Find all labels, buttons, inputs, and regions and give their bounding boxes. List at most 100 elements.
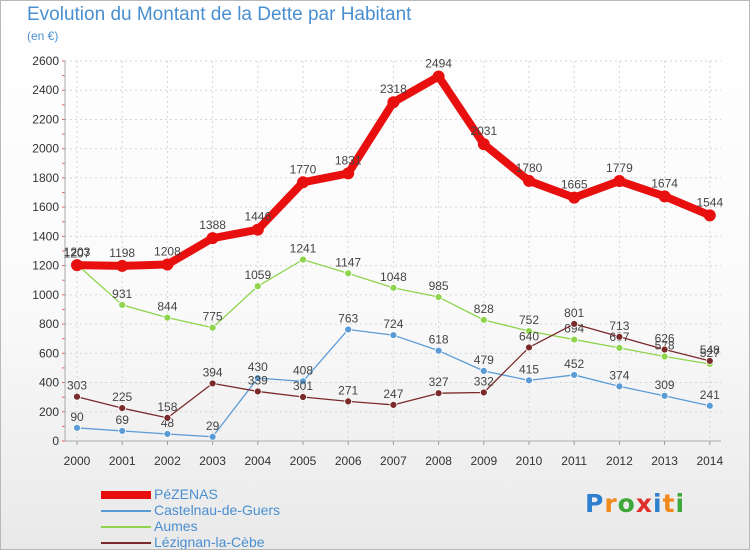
proxiti-logo: Proxiti bbox=[585, 489, 685, 518]
data-point-pezenas bbox=[523, 174, 535, 187]
y-tick-label: 1200 bbox=[32, 259, 59, 273]
data-label-aumes: 828 bbox=[474, 302, 494, 316]
data-point-pezenas bbox=[161, 258, 174, 271]
x-tick-label: 2005 bbox=[290, 454, 317, 468]
data-label-aumes: 1048 bbox=[380, 270, 407, 284]
data-label-castelnau-de-guers: 452 bbox=[564, 357, 584, 371]
data-point-aumes bbox=[163, 313, 172, 322]
data-label-lezignan-la-cebe: 158 bbox=[157, 400, 177, 414]
data-point-castelnau-de-guers bbox=[479, 367, 488, 375]
data-point-castelnau-de-guers bbox=[434, 346, 443, 355]
legend-label: PéZENAS bbox=[154, 486, 218, 502]
y-tick-label: 2400 bbox=[32, 83, 59, 97]
x-tick-label: 2009 bbox=[470, 454, 497, 468]
legend-swatch bbox=[101, 526, 151, 528]
data-label-pezenas: 1544 bbox=[696, 195, 723, 209]
data-label-pezenas: 1831 bbox=[335, 153, 362, 167]
legend-swatch bbox=[101, 542, 151, 544]
data-point-aumes bbox=[434, 293, 443, 301]
data-label-lezignan-la-cebe: 332 bbox=[474, 374, 494, 388]
data-label-pezenas: 1779 bbox=[606, 161, 633, 175]
data-point-pezenas bbox=[613, 174, 626, 187]
data-label-pezenas: 1770 bbox=[290, 162, 317, 176]
chart-subtitle: (en €) bbox=[27, 29, 59, 43]
x-tick-label: 2011 bbox=[561, 454, 587, 468]
data-label-lezignan-la-cebe: 548 bbox=[700, 343, 720, 357]
data-label-pezenas: 1665 bbox=[561, 178, 588, 192]
data-label-castelnau-de-guers: 29 bbox=[206, 419, 220, 433]
data-point-pezenas bbox=[342, 167, 355, 180]
data-point-lezignan-la-cebe bbox=[163, 414, 172, 422]
data-label-castelnau-de-guers: 408 bbox=[293, 363, 313, 377]
data-point-pezenas bbox=[206, 232, 219, 245]
data-label-pezenas: 1203 bbox=[64, 245, 91, 259]
data-label-castelnau-de-guers: 479 bbox=[474, 353, 494, 367]
x-tick-label: 2010 bbox=[516, 454, 543, 468]
logo-letter: P bbox=[585, 489, 605, 518]
data-label-castelnau-de-guers: 430 bbox=[248, 360, 268, 374]
data-point-castelnau-de-guers bbox=[73, 423, 81, 432]
data-label-lezignan-la-cebe: 801 bbox=[564, 306, 584, 320]
data-label-aumes: 1059 bbox=[244, 268, 271, 282]
data-label-aumes: 775 bbox=[203, 310, 223, 324]
data-label-aumes: 1207 bbox=[64, 247, 91, 261]
data-point-lezignan-la-cebe bbox=[208, 379, 217, 388]
legend-swatch bbox=[101, 491, 151, 499]
data-point-castelnau-de-guers bbox=[525, 376, 533, 385]
data-point-pezenas bbox=[658, 190, 671, 203]
data-point-aumes bbox=[525, 327, 533, 335]
data-point-castelnau-de-guers bbox=[705, 401, 714, 410]
x-tick-label: 2006 bbox=[335, 454, 362, 468]
data-point-aumes bbox=[389, 283, 398, 292]
x-tick-label: 2004 bbox=[244, 454, 271, 468]
data-label-pezenas: 1388 bbox=[199, 218, 226, 232]
data-label-castelnau-de-guers: 724 bbox=[383, 317, 403, 331]
data-point-pezenas bbox=[297, 176, 309, 189]
data-point-castelnau-de-guers bbox=[660, 391, 669, 400]
data-label-castelnau-de-guers: 309 bbox=[655, 378, 675, 392]
logo-letter: x bbox=[635, 489, 653, 518]
data-point-lezignan-la-cebe bbox=[344, 397, 353, 406]
legend-label: Castelnau-de-Guers bbox=[154, 502, 281, 518]
logo-letter: o bbox=[617, 489, 636, 518]
x-tick-label: 2008 bbox=[425, 454, 452, 468]
data-point-pezenas bbox=[432, 70, 445, 83]
data-label-pezenas: 1198 bbox=[109, 246, 135, 260]
data-label-lezignan-la-cebe: 327 bbox=[429, 375, 449, 389]
data-label-pezenas: 1780 bbox=[516, 161, 543, 175]
data-point-aumes bbox=[570, 335, 579, 344]
data-point-pezenas bbox=[71, 259, 83, 272]
data-label-aumes: 844 bbox=[157, 300, 177, 314]
data-label-pezenas: 1674 bbox=[651, 176, 678, 190]
data-label-castelnau-de-guers: 618 bbox=[429, 333, 449, 347]
data-point-castelnau-de-guers bbox=[163, 430, 172, 438]
data-label-lezignan-la-cebe: 303 bbox=[67, 379, 87, 393]
legend-label: Aumes bbox=[154, 518, 198, 534]
data-point-pezenas bbox=[477, 138, 490, 151]
data-point-aumes bbox=[299, 255, 307, 264]
data-label-castelnau-de-guers: 69 bbox=[116, 413, 130, 427]
data-label-lezignan-la-cebe: 713 bbox=[609, 319, 629, 333]
chart-title: Evolution du Montant de la Dette par Hab… bbox=[27, 4, 412, 25]
logo-letter: r bbox=[604, 489, 618, 518]
data-label-aumes: 985 bbox=[429, 279, 449, 293]
data-point-castelnau-de-guers bbox=[208, 432, 217, 441]
data-point-pezenas bbox=[251, 223, 264, 236]
logo-letter: t bbox=[662, 489, 676, 518]
data-point-lezignan-la-cebe bbox=[525, 343, 533, 352]
data-point-castelnau-de-guers bbox=[389, 331, 398, 340]
legend-swatch bbox=[101, 510, 151, 512]
data-label-castelnau-de-guers: 415 bbox=[519, 362, 539, 376]
data-point-pezenas bbox=[568, 191, 581, 204]
data-label-castelnau-de-guers: 241 bbox=[700, 388, 720, 402]
data-label-lezignan-la-cebe: 225 bbox=[112, 390, 132, 404]
data-point-lezignan-la-cebe bbox=[434, 389, 443, 398]
data-label-lezignan-la-cebe: 626 bbox=[655, 332, 675, 346]
logo-letter: i bbox=[675, 489, 686, 518]
legend-label: Lézignan-la-Cèbe bbox=[154, 534, 265, 550]
x-tick-label: 2000 bbox=[64, 454, 91, 468]
data-point-lezignan-la-cebe bbox=[118, 404, 127, 413]
data-point-aumes bbox=[479, 316, 488, 324]
